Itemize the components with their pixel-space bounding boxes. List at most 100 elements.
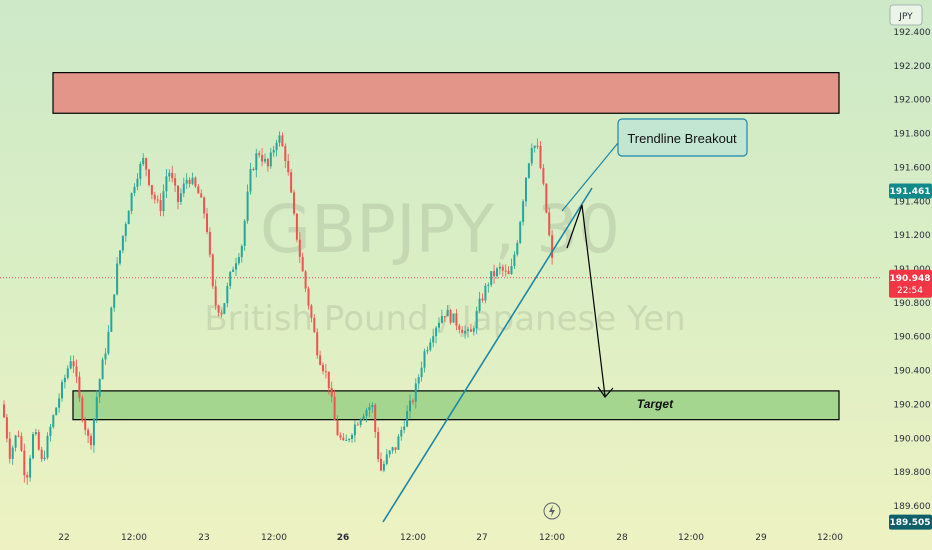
candle [162, 184, 165, 217]
candle [449, 308, 452, 325]
candle [394, 447, 397, 454]
candle [121, 235, 124, 254]
candle [185, 173, 188, 190]
y-tick-label: 190.600 [893, 333, 930, 343]
candle [203, 196, 206, 219]
candle [206, 207, 208, 235]
svg-text:190.948: 190.948 [890, 274, 931, 284]
candle [380, 452, 382, 472]
svg-text:189.505: 189.505 [890, 518, 931, 528]
candle [226, 282, 229, 308]
resistance-zone[interactable] [52, 72, 840, 114]
candle [235, 257, 237, 276]
candle [23, 443, 26, 483]
candles-group [3, 131, 554, 485]
candle [542, 164, 545, 186]
candle [301, 252, 304, 272]
y-tick-label: 190.000 [893, 434, 930, 444]
candle [333, 389, 336, 421]
x-tick-label: 23 [198, 533, 209, 543]
candle [429, 338, 432, 352]
candle [438, 317, 440, 333]
candle [208, 227, 211, 258]
candle [365, 407, 368, 423]
candle [61, 379, 63, 402]
candle [8, 431, 11, 464]
candle [264, 153, 266, 164]
candle [275, 139, 278, 157]
x-tick-label: 12:00 [539, 533, 565, 543]
candle [72, 355, 75, 374]
candle [119, 250, 121, 266]
candle [461, 326, 464, 334]
candle [423, 348, 426, 373]
candle [530, 143, 533, 166]
candle [371, 402, 374, 413]
candle [374, 403, 377, 438]
candle [66, 365, 69, 380]
candle [55, 407, 58, 416]
candle [391, 446, 394, 454]
y-tick-label: 192.000 [893, 96, 930, 106]
candle [197, 183, 200, 194]
candle [130, 192, 133, 215]
candle [336, 415, 339, 436]
candle [469, 323, 472, 332]
candle [504, 264, 507, 277]
candle [501, 264, 504, 277]
candle [467, 326, 469, 338]
candle [174, 173, 177, 192]
candle [116, 257, 119, 296]
candle [3, 400, 5, 419]
x-tick-label: 12:00 [121, 533, 147, 543]
support-zone[interactable] [72, 390, 840, 421]
candle [484, 283, 487, 304]
candle [478, 291, 481, 313]
candle [516, 240, 519, 257]
candle [11, 445, 14, 465]
candle [281, 132, 284, 147]
candle [168, 169, 171, 182]
currency-badge[interactable] [889, 4, 923, 26]
candle [101, 357, 104, 380]
candle [351, 433, 353, 443]
candle [481, 293, 484, 303]
time-axis[interactable]: 22 12:00 23 12:00 26 12:00 27 12:00 28 12:00 29 12:… [58, 533, 843, 543]
low-price-label: 189.505 [889, 514, 932, 530]
candle [519, 220, 522, 245]
candle [287, 153, 290, 176]
candle [284, 143, 287, 169]
target-label: Target [637, 397, 674, 411]
candle [145, 157, 148, 177]
candle [58, 393, 61, 413]
candle [414, 378, 417, 409]
currency-badge-text: JPY [898, 12, 913, 22]
lightning-icon[interactable] [543, 502, 561, 520]
candle [179, 188, 182, 205]
candle [527, 162, 530, 180]
candle [229, 271, 232, 290]
candle [496, 266, 498, 279]
trendline[interactable] [382, 187, 593, 523]
projection-arrow-path[interactable] [566, 204, 606, 397]
candle [342, 433, 345, 442]
candle [313, 314, 316, 333]
candle [223, 302, 226, 315]
candle [194, 176, 197, 188]
candle [5, 413, 8, 443]
candle [513, 251, 516, 270]
x-tick-label: 12:00 [678, 533, 704, 543]
candle [255, 148, 258, 178]
candle [498, 262, 501, 275]
candle [252, 167, 255, 172]
candle [37, 429, 40, 451]
candle [87, 427, 90, 444]
candle [522, 199, 525, 226]
candle [110, 306, 113, 333]
candle [420, 361, 423, 382]
candle [75, 359, 78, 384]
y-tick-label: 190.200 [893, 400, 930, 410]
candle [232, 266, 235, 273]
callout-box[interactable] [617, 118, 748, 157]
